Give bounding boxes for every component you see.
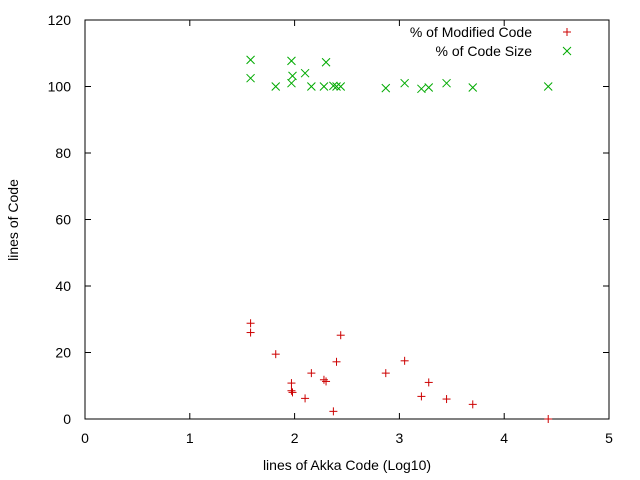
y-tick-label: 100 [48,79,72,95]
code-size-point [329,81,338,91]
y-tick-label: 40 [55,278,71,294]
legend-label: % of Code Size [436,43,533,59]
code-size-point [424,83,434,92]
x-tick-label: 4 [500,430,508,446]
modified-code-point [307,369,316,378]
x-tick-label: 1 [186,430,194,446]
code-size-point [319,82,329,91]
x-tick-label: 2 [291,430,299,446]
modified-code-point [287,386,296,395]
code-size-point [288,71,297,81]
y-tick-label: 60 [55,212,71,228]
plot-frame [84,19,610,420]
modified-code-point [271,350,280,359]
legend-label: % of Modified Code [410,24,532,40]
code-size-point [307,82,316,91]
code-size-point [442,78,451,88]
y-tick-label: 80 [55,145,71,161]
x-tick-label: 5 [605,430,613,446]
modified-code-point [319,375,328,384]
x-axis-ticks: 0 1 2 3 4 5 [81,20,613,446]
modified-code-point [400,356,409,365]
y-tick-label: 120 [48,12,72,28]
code-size-point [400,78,409,88]
code-size-point [417,84,426,94]
modified-code-point [287,379,296,388]
legend: % of Modified Code % of Code Size [410,24,572,59]
x-tick-label: 3 [396,430,404,446]
code-size-point [332,82,341,91]
code-size-point [336,82,346,91]
modified-code-point [332,357,341,366]
modified-code-point [381,369,390,378]
modified-code-point [424,378,433,387]
modified-code-point [417,392,426,401]
y-axis-label: lines of Code [5,179,21,261]
modified-code-point [329,407,338,416]
code-size-point [300,68,310,78]
code-size-point [381,83,391,93]
x-tick-label: 0 [81,430,89,446]
x-axis-label: lines of Akka Code (Log10) [263,457,431,473]
code-size-point [246,55,255,65]
code-size-point [543,82,553,91]
data-points [246,55,553,423]
code-size-point [287,56,296,66]
legend-marker [562,46,572,56]
code-size-point [287,78,296,88]
modified-code-point [246,328,255,337]
modified-code-point [336,331,345,340]
modified-code-point [301,394,310,403]
y-axis-ticks: 0 20 40 60 80 100 120 [48,12,609,427]
modified-code-point [442,395,451,404]
code-size-point [321,57,331,67]
modified-code-point [288,388,297,397]
y-tick-label: 20 [55,345,71,361]
code-size-point [271,82,281,91]
code-size-point [468,83,478,92]
modified-code-point [246,319,255,328]
modified-code-point [544,415,553,423]
modified-code-point [322,377,331,386]
modified-code-point [468,400,477,409]
legend-marker [563,28,571,36]
code-size-point [246,73,255,83]
y-tick-label: 0 [63,411,71,427]
